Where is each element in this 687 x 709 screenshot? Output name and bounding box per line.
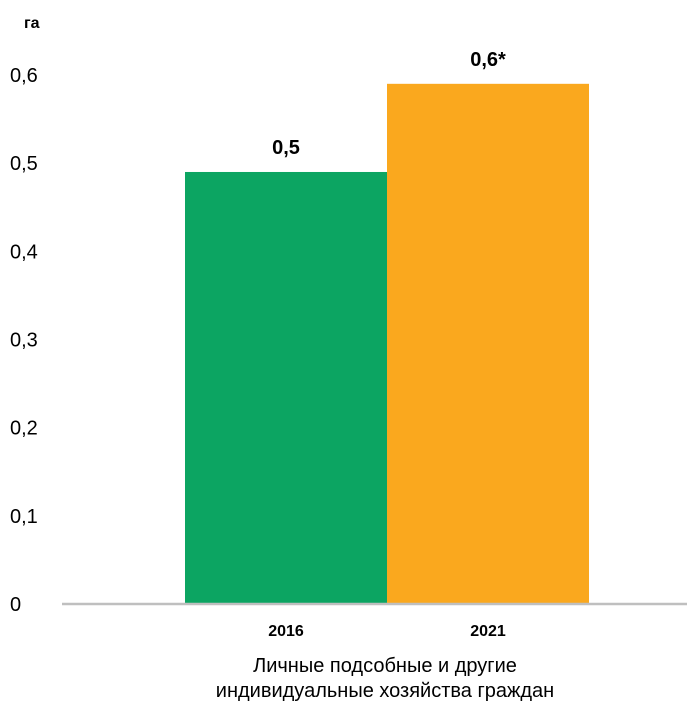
x-tick-label: 2021	[470, 623, 506, 640]
data-label-2016: 0,5	[272, 137, 300, 159]
y-tick-label: 0,4	[10, 241, 38, 263]
x-axis-title-line-1: Личные подсобные и другие	[253, 655, 517, 677]
y-tick-label: 0	[10, 594, 21, 616]
bar-2021	[387, 83, 589, 605]
x-axis-title: Личные подсобные и другие индивидуальные…	[0, 654, 687, 704]
y-tick-label: 0,6	[10, 65, 38, 87]
data-label-2021: 0,6*	[470, 49, 506, 71]
y-axis-unit-label: га	[24, 15, 40, 32]
y-tick-label: 0,3	[10, 330, 38, 352]
x-axis-title-line-2: индивидуальные хозяйства граждан	[215, 680, 555, 702]
bar-2016	[185, 171, 387, 604]
x-tick-label: 2016	[268, 623, 304, 640]
y-tick-label: 0,1	[10, 506, 38, 528]
bars	[185, 83, 589, 605]
data-labels: 0,5 0,6*	[272, 49, 506, 159]
x-axis-categories: 2016 2021	[268, 623, 506, 640]
y-tick-label: 0,2	[10, 418, 38, 440]
y-axis-ticks: 0 0,1 0,2 0,3 0,4 0,5 0,6	[10, 65, 38, 616]
y-tick-label: 0,5	[10, 153, 38, 175]
